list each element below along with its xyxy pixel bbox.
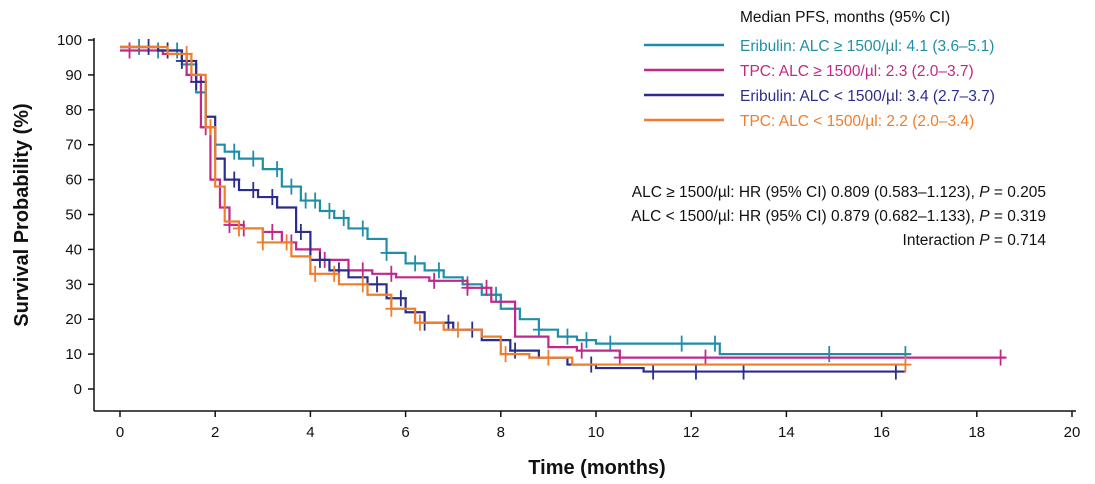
annotation-line: ALC < 1500/µl: HR (95% CI) 0.879 (0.682–…: [631, 208, 1046, 225]
x-tick-label: 4: [306, 424, 314, 441]
annotation-p-value: = 0.205: [990, 184, 1046, 201]
annotation-p-label: P: [979, 208, 990, 225]
y-tick-label: 30: [65, 276, 82, 293]
legend-entry: Eribulin: ALC < 1500/µl: 3.4 (2.7–3.7): [740, 88, 995, 105]
y-tick-label: 10: [65, 346, 82, 363]
survival-curves: [120, 38, 1007, 380]
annotation-p-label: P: [979, 184, 990, 201]
x-tick-label: 14: [778, 424, 795, 441]
annotation-text: Interaction: [903, 232, 980, 249]
annotation-p-label: P: [979, 232, 990, 249]
x-tick-label: 20: [1064, 424, 1081, 441]
x-tick-label: 10: [588, 424, 605, 441]
x-axis-title: Time (months): [528, 457, 665, 479]
annotation-p-value: = 0.714: [990, 232, 1047, 249]
y-tick-label: 100: [57, 32, 82, 49]
x-ticks: 0 2 4 6 8 10 12 14 16 18 20: [116, 411, 1081, 441]
y-tick-label: 0: [74, 381, 82, 398]
x-tick-label: 8: [497, 424, 505, 441]
axes: 0 2 4 6 8 10 12 14 16 18 20 0 10 20 30 40 50 60 70 80 90 100: [57, 32, 1080, 441]
legend: Median PFS, months (95% CI) Eribulin: AL…: [644, 9, 995, 130]
y-tick-label: 20: [65, 311, 82, 328]
y-tick-label: 90: [65, 67, 82, 84]
y-tick-label: 60: [65, 172, 82, 189]
x-tick-label: 6: [401, 424, 409, 441]
annotation-text: ALC < 1500/µl: HR (95% CI) 0.879 (0.682–…: [631, 208, 979, 225]
y-axis-title: Survival Probability (%): [11, 103, 33, 326]
y-tick-label: 50: [65, 207, 82, 224]
y-tick-label: 40: [65, 241, 82, 258]
x-tick-label: 18: [968, 424, 985, 441]
x-tick-label: 16: [873, 424, 890, 441]
legend-title: Median PFS, months (95% CI): [740, 9, 950, 26]
series-3: [120, 45, 912, 373]
x-tick-label: 12: [683, 424, 700, 441]
y-tick-label: 70: [65, 137, 82, 154]
y-ticks: 0 10 20 30 40 50 60 70 80 90 100: [57, 32, 94, 398]
annotations: ALC ≥ 1500/µl: HR (95% CI) 0.809 (0.583–…: [631, 184, 1046, 249]
x-tick-label: 0: [116, 424, 124, 441]
legend-entry: TPC: ALC ≥ 1500/µl: 2.3 (2.0–3.7): [740, 63, 974, 80]
y-tick-label: 80: [65, 102, 82, 119]
legend-entry: TPC: ALC < 1500/µl: 2.2 (2.0–3.4): [740, 113, 974, 130]
annotation-line: Interaction P = 0.714: [903, 232, 1047, 249]
annotation-line: ALC ≥ 1500/µl: HR (95% CI) 0.809 (0.583–…: [632, 184, 1046, 201]
legend-entry: Eribulin: ALC ≥ 1500/µl: 4.1 (3.6–5.1): [740, 38, 994, 55]
annotation-text: ALC ≥ 1500/µl: HR (95% CI) 0.809 (0.583–…: [632, 184, 979, 201]
annotation-p-value: = 0.319: [990, 208, 1046, 225]
x-tick-label: 2: [211, 424, 219, 441]
